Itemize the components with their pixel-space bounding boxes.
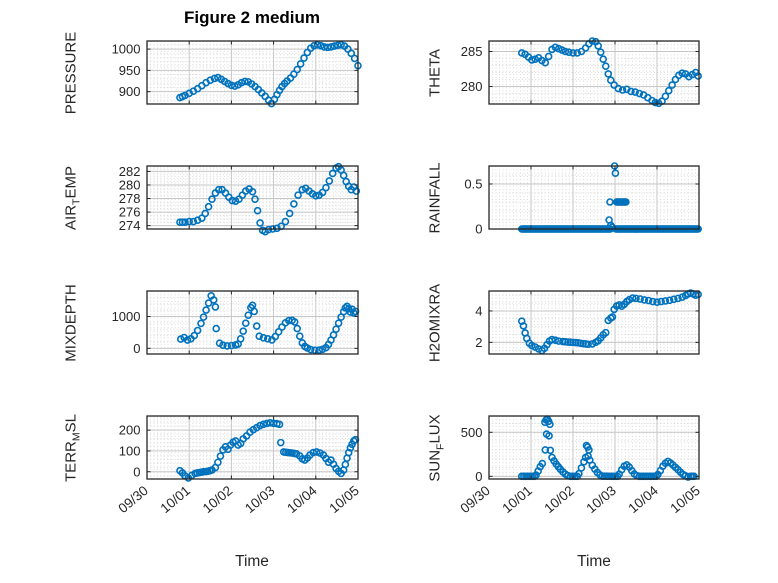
x-tick-label: 10/03 (241, 483, 277, 516)
grid-minor-lines (146, 416, 358, 479)
y-tick-label: 278 (118, 191, 140, 206)
x-tick-label: 10/03 (583, 483, 619, 516)
subplot-PRESSURE: 900 950 1000 (111, 40, 362, 108)
y-tick-labels: 280 285 (461, 44, 483, 94)
y-tick-label: 1000 (111, 309, 140, 324)
subplot-MIXDEPTH: 0 1000 (111, 290, 359, 356)
axis-tick-marks (146, 291, 358, 354)
y-tick-label: 1000 (111, 42, 140, 57)
axes-box (488, 165, 700, 230)
x-tick-label: 10/04 (625, 483, 661, 517)
y-tick-label: 280 (461, 79, 483, 94)
y-tick-label: 0 (475, 222, 482, 237)
x-tick-label: 10/01 (499, 483, 535, 516)
ylabel-H2OMIXRA: H2OMIXRA (426, 283, 444, 362)
y-tick-labels: 0 1000 (111, 309, 140, 356)
y-tick-label: 0.5 (464, 177, 482, 192)
ylabel-SUN_FLUX: SUNFLUX (426, 413, 447, 482)
y-tick-labels: 0 100 200 (118, 423, 140, 480)
grid-major-lines (489, 291, 699, 354)
y-tick-labels: 0 500 (461, 425, 483, 484)
axes-box (488, 290, 700, 355)
y-tick-label: 0 (133, 464, 140, 479)
scatter-markers (517, 162, 702, 233)
subplot-TERR_MSL: 0 100 200 09/30 10/01 10/02 10/03 10/04 10/05 (115, 415, 361, 516)
y-tick-label: 2 (475, 335, 482, 350)
y-tick-label: 0 (475, 469, 482, 484)
ylabel-MIXDEPTH: MIXDEPTH (62, 283, 80, 362)
y-tick-label: 280 (118, 178, 140, 193)
y-tick-labels: 00.5 (464, 177, 482, 237)
subplot-RAINFALL: 00.5 (464, 162, 702, 237)
scatter-markers (517, 37, 702, 108)
axis-tick-marks (146, 41, 358, 104)
x-tick-label: 10/02 (199, 483, 235, 516)
x-tick-label: 10/01 (157, 483, 193, 516)
scatter-markers (175, 41, 362, 108)
ylabel-THETA: THETA (426, 48, 444, 97)
y-tick-label: 500 (461, 425, 483, 440)
subplot-SUN_FLUX: 0 500 09/30 10/01 10/02 10/03 10/04 10/05 (457, 415, 703, 516)
axes-box (488, 415, 700, 480)
scatter-markers (176, 291, 359, 355)
x-tick-labels: 09/30 10/01 10/02 10/03 10/04 10/05 (115, 483, 362, 517)
scatter-markers (175, 162, 360, 236)
y-tick-label: 285 (461, 44, 483, 59)
ylabel-PRESSURE: PRESSURE (62, 31, 80, 114)
grid-minor-lines (146, 291, 358, 354)
xlabel-time-right: Time (577, 553, 611, 570)
y-tick-label: 276 (118, 205, 140, 220)
axis-tick-marks (146, 166, 358, 229)
y-tick-labels: 900 950 1000 (111, 42, 140, 100)
scatter-markers (517, 289, 702, 355)
axis-tick-marks (146, 416, 358, 479)
grid-major-lines (489, 166, 699, 229)
axis-tick-marks (488, 166, 700, 230)
x-tick-label: 09/30 (457, 483, 493, 516)
subplot-H2OMIXRA: 24 (475, 289, 702, 355)
grid-major-lines (146, 291, 358, 354)
grid-major-lines (146, 166, 358, 229)
x-tick-label: 09/30 (115, 483, 151, 516)
x-tick-label: 10/04 (284, 483, 320, 517)
subplot-THETA: 280 285 (461, 37, 702, 108)
axes-box (145, 165, 359, 230)
grid-minor-lines (146, 166, 358, 229)
grid-minor-lines (489, 416, 699, 479)
axes-box (145, 40, 359, 105)
ylabel-TERR_MSL: TERRMSL (62, 413, 83, 482)
axis-tick-marks (488, 416, 700, 479)
grid-minor-lines (489, 166, 699, 229)
scatter-markers (175, 419, 359, 482)
x-tick-labels: 09/30 10/01 10/02 10/03 10/04 10/05 (457, 483, 703, 517)
y-tick-labels: 24 (475, 304, 482, 350)
x-tick-label: 10/05 (667, 483, 703, 516)
axis-tick-marks (488, 291, 700, 354)
axis-tick-marks (488, 41, 700, 104)
y-tick-label: 200 (118, 423, 140, 438)
axes-box (145, 290, 359, 355)
y-tick-label: 4 (475, 304, 482, 319)
axes-box (488, 40, 700, 105)
x-tick-label: 10/02 (541, 483, 577, 516)
ylabel-AIR_TEMP: AIRTEMP (62, 165, 83, 230)
y-tick-label: 100 (118, 443, 140, 458)
axes-box (145, 415, 359, 480)
y-tick-label: 0 (133, 341, 140, 356)
y-tick-label: 950 (118, 63, 140, 78)
figure-title: Figure 2 medium (183, 8, 321, 27)
ylabel-RAINFALL: RAINFALL (426, 162, 444, 233)
y-tick-label: 900 (118, 84, 140, 99)
y-tick-label: 274 (118, 218, 140, 233)
y-tick-label: 282 (118, 164, 140, 179)
scatter-markers (517, 415, 698, 481)
xlabel-time-left: Time (235, 553, 269, 570)
x-tick-label: 10/05 (326, 483, 362, 516)
